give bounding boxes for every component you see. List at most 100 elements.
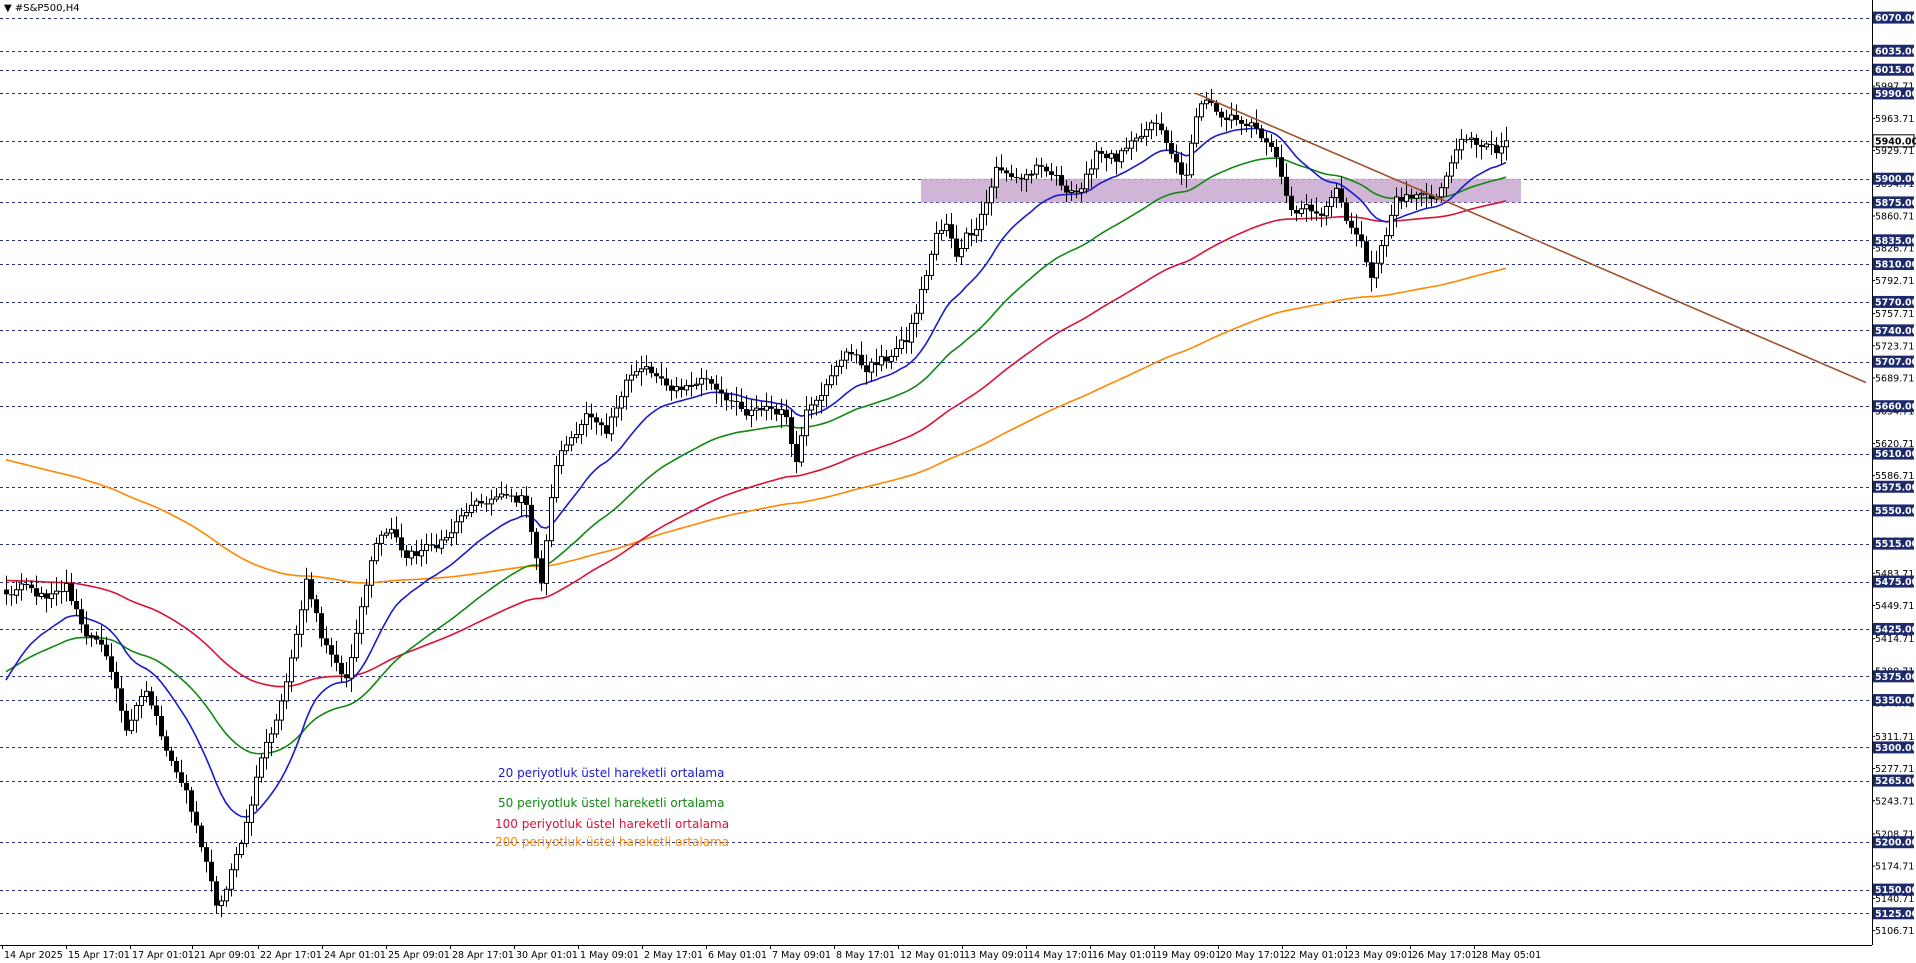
- candle-262: [1314, 197, 1319, 221]
- candle-60: [304, 567, 309, 623]
- candle-176: [884, 349, 889, 369]
- candle-56: [284, 673, 289, 709]
- candle-227: [1139, 123, 1144, 143]
- svg-text:5770.00: 5770.00: [1875, 297, 1916, 308]
- candle-152: [764, 392, 769, 421]
- candle-113: [569, 431, 574, 452]
- x-tick-14: 12 May 01:01: [900, 950, 965, 961]
- candle-177: [889, 349, 894, 370]
- candle-219: [1099, 147, 1104, 163]
- candle-6: [34, 575, 39, 605]
- candle-5: [29, 581, 34, 593]
- svg-text:5660.00: 5660.00: [1875, 402, 1916, 413]
- candle-292: [1464, 134, 1469, 144]
- candle-168: [844, 348, 849, 370]
- candle-155: [779, 398, 784, 429]
- candle-187: [939, 219, 944, 241]
- candle-32: [164, 730, 169, 757]
- candle-280: [1404, 181, 1409, 208]
- candle-123: [619, 391, 624, 421]
- candle-59: [299, 600, 304, 648]
- candle-284: [1424, 182, 1429, 208]
- candle-55: [279, 694, 284, 731]
- scale-tick-15: 5483.71: [1875, 569, 1914, 580]
- candle-276: [1384, 227, 1389, 257]
- candle-86: [434, 533, 439, 553]
- candle-146: [734, 386, 739, 416]
- candle-195: [979, 201, 984, 243]
- x-tick-16: 14 May 17:01: [1028, 950, 1093, 961]
- candle-15: [79, 598, 84, 633]
- candle-174: [874, 348, 879, 377]
- scale-tick-22: 5243.71: [1875, 796, 1914, 807]
- scale-tick-12: 5586.71: [1875, 471, 1914, 482]
- x-tick-3: 21 Apr 09:01: [194, 950, 256, 961]
- candle-261: [1309, 198, 1314, 221]
- candle-245: [1229, 102, 1234, 129]
- candle-9: [49, 581, 54, 609]
- candle-268: [1344, 197, 1349, 225]
- candle-293: [1469, 132, 1474, 149]
- candle-107: [539, 550, 544, 592]
- trendline-line[interactable]: [1195, 92, 1867, 384]
- candle-206: [1034, 157, 1039, 179]
- candle-109: [549, 484, 554, 548]
- candle-290: [1454, 138, 1459, 169]
- candle-244: [1224, 109, 1229, 132]
- candle-232: [1164, 126, 1169, 150]
- candle-53: [269, 727, 274, 757]
- level-label-18: 5425.00: [1873, 622, 1916, 635]
- candle-100: [504, 484, 509, 499]
- scale-tick-16: 5449.71: [1875, 601, 1914, 612]
- candle-8: [44, 589, 49, 613]
- candle-194: [974, 217, 979, 243]
- candle-140: [704, 369, 709, 391]
- candle-241: [1209, 88, 1214, 106]
- candle-225: [1129, 131, 1134, 160]
- candle-98: [494, 488, 499, 503]
- candle-12: [64, 569, 69, 602]
- scale-tick-25: 5140.71: [1875, 894, 1914, 905]
- candle-10: [54, 577, 59, 606]
- x-tick-1: 15 Apr 17:01: [68, 950, 130, 961]
- candle-0: [4, 575, 9, 605]
- candle-179: [899, 326, 904, 355]
- candle-236: [1184, 163, 1189, 188]
- candle-17: [89, 632, 94, 647]
- x-tick-5: 24 Apr 01:01: [324, 950, 386, 961]
- candle-66: [334, 640, 339, 672]
- x-tick-12: 7 May 09:01: [772, 950, 831, 961]
- scale-tick-1: 5963.71: [1875, 114, 1914, 125]
- candle-130: [654, 368, 659, 384]
- scale-tick-7: 5757.71: [1875, 309, 1914, 320]
- candle-239: [1199, 100, 1204, 121]
- current-price-label: 5940.00: [1872, 134, 1916, 148]
- candle-7: [39, 586, 44, 600]
- candle-215: [1079, 182, 1084, 202]
- level-label-19: 5375.00: [1873, 670, 1916, 683]
- candle-249: [1249, 118, 1254, 138]
- level-label-16: 5515.00: [1873, 537, 1916, 550]
- candle-34: [174, 756, 179, 779]
- level-lines: [0, 18, 1872, 914]
- candle-43: [219, 895, 224, 918]
- candle-298: [1494, 137, 1499, 159]
- candle-233: [1169, 130, 1174, 159]
- candle-45: [229, 863, 234, 897]
- candle-116: [584, 401, 589, 437]
- time-axis: 14 Apr 2025 15 Apr 17:01 17 Apr 01:01 21 Ap…: [2, 945, 1541, 961]
- scale-tick-4: 5860.71: [1875, 211, 1914, 222]
- candle-83: [419, 539, 424, 567]
- svg-text:5810.00: 5810.00: [1875, 260, 1916, 271]
- x-tick-8: 30 Apr 01:01: [516, 950, 578, 961]
- candle-142: [714, 375, 719, 404]
- candle-259: [1299, 200, 1304, 217]
- candle-200: [1004, 167, 1009, 182]
- svg-text:6070.00: 6070.00: [1875, 13, 1916, 24]
- candle-72: [364, 579, 369, 615]
- candle-82: [414, 540, 419, 565]
- level-label-1: 6035.00: [1873, 44, 1916, 57]
- candle-75: [379, 530, 384, 556]
- scale-tick-3: 5894.71: [1875, 179, 1914, 190]
